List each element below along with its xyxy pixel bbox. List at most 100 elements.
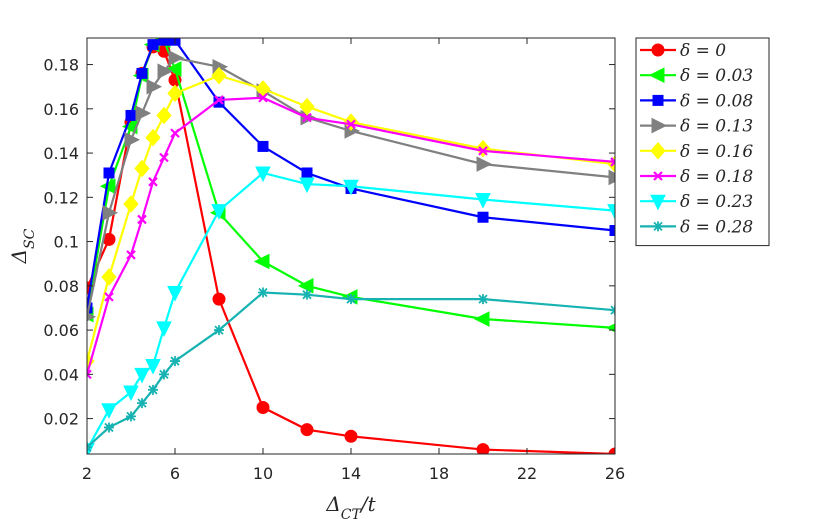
series-7	[87, 287, 615, 453]
data-point	[258, 287, 268, 298]
data-point	[145, 358, 161, 375]
data-point	[213, 96, 225, 108]
legend-marker	[653, 171, 663, 181]
data-point	[126, 411, 136, 422]
data-point	[473, 311, 490, 327]
data-point	[101, 268, 117, 286]
series-group	[87, 38, 615, 454]
x-axis-label: ΔCT/t	[325, 492, 376, 519]
data-point	[167, 84, 183, 103]
data-point	[170, 128, 180, 138]
data-point	[159, 152, 169, 163]
legend-item: δ = 0	[640, 41, 726, 61]
y-tick-label: 0.18	[43, 56, 79, 75]
legend-label: δ = 0	[680, 41, 726, 61]
data-point	[134, 159, 150, 178]
legend-label: δ = 0.03	[680, 66, 753, 86]
data-point	[211, 66, 227, 85]
data-point	[156, 106, 172, 125]
data-point	[477, 211, 489, 223]
legend-label: δ = 0.18	[680, 167, 753, 187]
data-point	[475, 139, 491, 158]
x-tick-label: 26	[605, 464, 625, 483]
data-point	[157, 63, 174, 80]
series-layer	[87, 38, 615, 454]
legend-label: δ = 0.08	[680, 91, 753, 111]
x-tick-label: 2	[82, 464, 92, 483]
data-point	[299, 97, 315, 116]
legend: δ = 0 δ = 0.03 δ = 0.08 δ = 0.13 δ = 0.16 δ =…	[635, 37, 770, 247]
x-tick-label: 6	[170, 464, 180, 483]
x-tick-label: 22	[517, 464, 537, 483]
legend-label: δ = 0.23	[680, 192, 753, 212]
legend-item: δ = 0.16	[640, 142, 753, 162]
data-point	[125, 109, 137, 121]
data-point	[148, 177, 158, 187]
data-point	[87, 369, 92, 380]
data-point	[148, 384, 158, 395]
data-point	[299, 177, 315, 194]
data-point	[346, 119, 356, 130]
y-tick-label: 0.12	[43, 188, 79, 207]
y-tick-label: 0.04	[43, 365, 79, 384]
data-point	[258, 92, 268, 103]
data-point	[146, 78, 163, 95]
data-point	[104, 422, 114, 433]
y-tick-label: 0.16	[43, 100, 79, 119]
data-point	[101, 403, 117, 419]
data-point	[137, 398, 147, 409]
data-point	[610, 157, 615, 167]
y-tick-label: 0.1	[54, 233, 79, 252]
legend-label: δ = 0.28	[680, 217, 753, 237]
data-point	[170, 356, 180, 367]
legend-marker	[650, 142, 666, 160]
legend-marker	[651, 43, 665, 57]
legend-marker	[648, 67, 665, 84]
x-tick-label: 14	[341, 464, 361, 483]
data-point	[137, 214, 147, 225]
data-point	[346, 294, 356, 305]
data-point	[214, 325, 224, 336]
data-point	[124, 131, 141, 148]
data-point	[608, 169, 615, 186]
x-tick-label: 10	[253, 464, 273, 483]
data-point	[253, 253, 270, 270]
legend-label: δ = 0.16	[680, 142, 753, 162]
data-point	[103, 167, 115, 179]
y-tick-label: 0.06	[43, 321, 79, 340]
data-point	[302, 112, 312, 123]
data-point	[134, 367, 150, 384]
data-point	[214, 95, 224, 105]
data-point	[135, 105, 152, 122]
data-point	[344, 429, 358, 443]
x-tick-label: 18	[429, 464, 449, 483]
data-point	[256, 401, 270, 415]
legend-marker	[653, 221, 663, 232]
y-tick-label: 0.08	[43, 277, 79, 296]
legend-label: δ = 0.13	[680, 117, 753, 137]
data-point	[156, 321, 172, 337]
axis-ticks: 2 6 10 14 18 22 260.020.040.060.080.10.120.140…	[43, 38, 625, 483]
data-point	[476, 156, 493, 172]
data-point	[104, 292, 114, 302]
data-point	[126, 250, 136, 260]
series-6	[87, 166, 615, 454]
data-point	[123, 195, 139, 213]
y-tick-label: 0.14	[43, 144, 79, 163]
data-point	[607, 204, 615, 220]
legend-marker	[651, 117, 668, 134]
legend-marker	[650, 194, 666, 211]
data-point	[165, 61, 182, 77]
legend-item: δ = 0.23	[640, 192, 753, 212]
legend-item: δ = 0.28	[640, 217, 753, 237]
data-point	[87, 312, 97, 322]
data-point	[475, 193, 491, 209]
legend-item: δ = 0.08	[640, 91, 753, 111]
data-point	[343, 113, 359, 131]
data-point	[212, 292, 226, 306]
data-point	[167, 285, 183, 302]
legend-item: δ = 0.13	[640, 117, 753, 137]
data-point	[145, 128, 161, 147]
y-axis-label: ΔSC	[7, 228, 38, 264]
